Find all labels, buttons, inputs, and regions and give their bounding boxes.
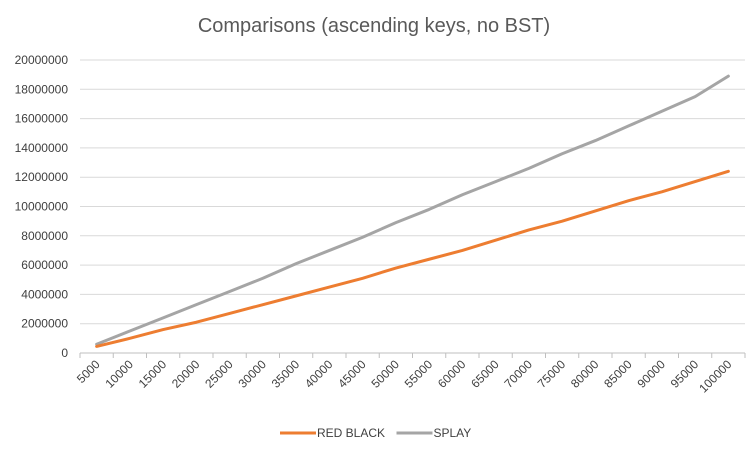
y-tick-label: 16000000 [15, 112, 69, 126]
y-tick-label: 2000000 [21, 317, 68, 331]
y-tick-label: 20000000 [15, 53, 69, 67]
y-tick-label: 14000000 [15, 141, 69, 155]
y-tick-label: 6000000 [21, 258, 68, 272]
legend-label: RED BLACK [317, 426, 385, 440]
series-line-red-black [95, 169, 730, 348]
legend: RED BLACK SPLAY [280, 426, 471, 440]
y-tick-label: 0 [61, 346, 68, 360]
y-axis-ticks: 0 2000000 4000000 6000000 8000000 10000000 120… [15, 53, 69, 360]
y-tick-label: 10000000 [15, 200, 69, 214]
series-line-splay [95, 74, 730, 346]
y-tick-label: 8000000 [21, 229, 68, 243]
chart-title: Comparisons (ascending keys, no BST) [198, 15, 550, 37]
y-tick-label: 4000000 [21, 287, 68, 301]
series-lines [95, 74, 730, 348]
y-tick-label: 18000000 [15, 82, 69, 96]
y-tick-label: 12000000 [15, 170, 69, 184]
legend-label: SPLAY [434, 426, 472, 440]
x-axis [79, 352, 746, 358]
